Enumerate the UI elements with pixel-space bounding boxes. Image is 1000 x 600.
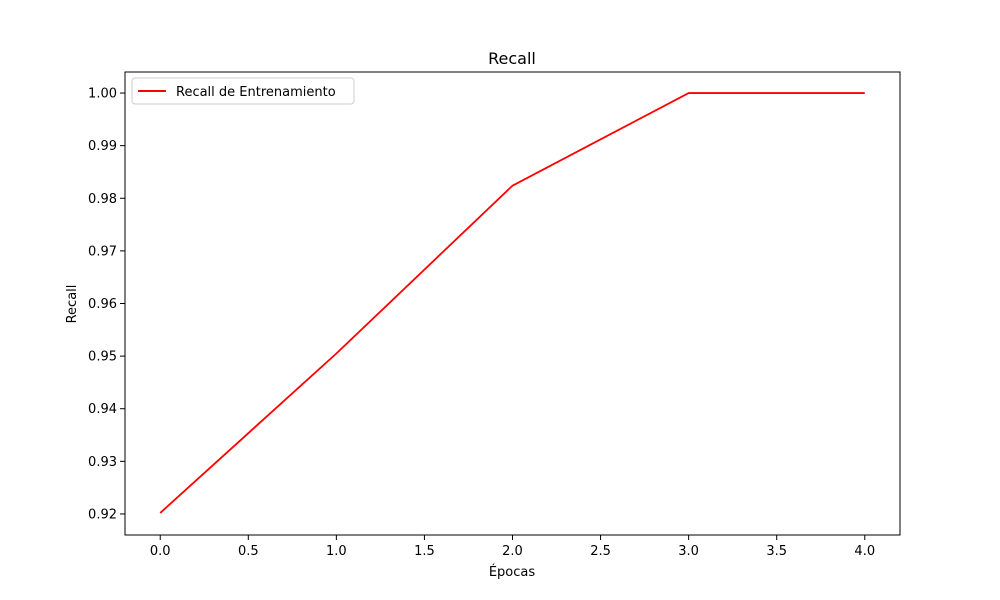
legend: Recall de Entrenamiento bbox=[131, 77, 355, 105]
y-tick-label: 0.99 bbox=[88, 139, 117, 154]
x-axis-label: Épocas bbox=[489, 564, 536, 580]
y-tick-label: 0.94 bbox=[88, 402, 117, 417]
y-tick-label: 0.96 bbox=[88, 297, 117, 312]
series-layer bbox=[159, 92, 865, 514]
y-tick-label: 0.92 bbox=[88, 507, 117, 522]
series-line-0 bbox=[159, 92, 865, 514]
x-tick-label: 1.0 bbox=[326, 544, 347, 559]
x-tick-label: 0.0 bbox=[150, 544, 171, 559]
x-tick-label: 1.5 bbox=[414, 544, 435, 559]
legend-box bbox=[131, 77, 355, 105]
y-tick-label: 1.00 bbox=[88, 87, 117, 102]
x-tick-label: 2.0 bbox=[502, 544, 523, 559]
y-axis: 0.92 0.93 0.94 0.95 0.96 0.97 0.98 0.99 1.00 bbox=[88, 87, 125, 522]
legend-label: Recall de Entrenamiento bbox=[176, 85, 336, 100]
y-tick-label: 0.93 bbox=[88, 455, 117, 470]
x-tick-label: 3.0 bbox=[678, 544, 699, 559]
x-tick-label: 3.5 bbox=[766, 544, 787, 559]
x-tick-label: 4.0 bbox=[854, 544, 875, 559]
x-tick-label: 0.5 bbox=[238, 544, 259, 559]
x-axis: 0.0 0.5 1.0 1.5 2.0 2.5 3.0 3.5 4.0 bbox=[150, 535, 875, 559]
chart-title: Recall bbox=[488, 49, 536, 68]
y-tick-label: 0.98 bbox=[88, 192, 117, 207]
plot-area-frame bbox=[124, 71, 901, 536]
y-tick-label: 0.97 bbox=[88, 244, 117, 259]
x-tick-label: 2.5 bbox=[590, 544, 611, 559]
y-axis-label: Recall bbox=[65, 285, 80, 324]
y-tick-label: 0.95 bbox=[88, 350, 117, 365]
